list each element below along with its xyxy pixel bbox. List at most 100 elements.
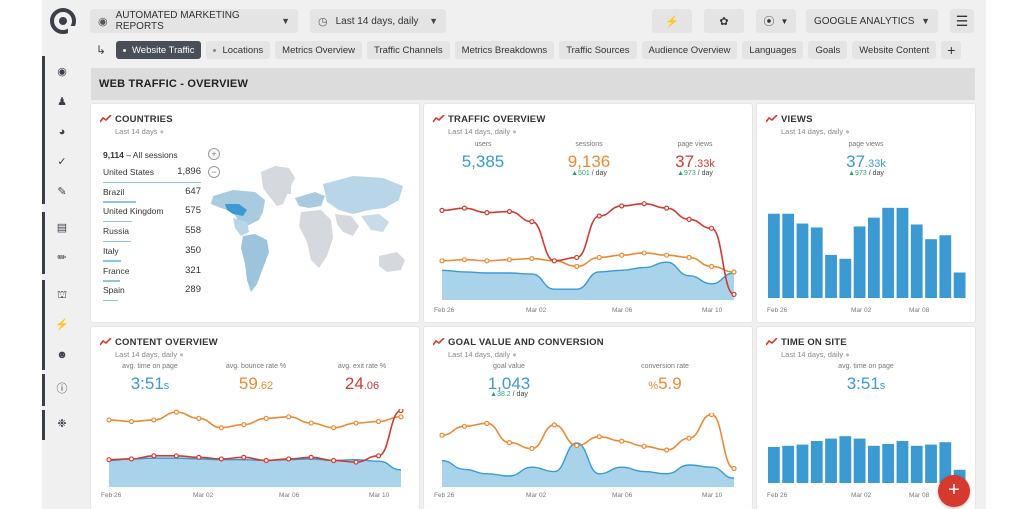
users-icon[interactable]: ♟ bbox=[57, 96, 67, 108]
tab-metrics-overview[interactable]: Metrics Overview bbox=[275, 41, 362, 59]
pageviews-line-point[interactable] bbox=[641, 201, 647, 207]
pageviews-line-point[interactable] bbox=[506, 208, 512, 215]
plug-icon[interactable]: ⚡ bbox=[55, 319, 69, 331]
exit-rate-line-point[interactable] bbox=[196, 454, 202, 460]
tab-goals[interactable]: Goals bbox=[808, 41, 848, 59]
time-bar[interactable] bbox=[810, 441, 823, 483]
zoom-out-button[interactable]: − bbox=[208, 166, 220, 178]
conversion-rate-line-point[interactable] bbox=[641, 443, 647, 449]
time-bar[interactable] bbox=[768, 447, 780, 483]
sessions-line-point[interactable] bbox=[529, 255, 535, 262]
exit-rate-line-point[interactable] bbox=[151, 453, 157, 459]
exit-rate-line-point[interactable] bbox=[241, 454, 247, 460]
country-row[interactable]: France 321 bbox=[103, 263, 201, 282]
time-bar[interactable] bbox=[796, 444, 809, 483]
conversion-rate-line-point[interactable] bbox=[574, 442, 580, 449]
pageviews-line-point[interactable] bbox=[529, 218, 535, 225]
time-bar-chart[interactable] bbox=[767, 423, 967, 483]
menu-button[interactable]: ☰ bbox=[950, 9, 974, 33]
bounce-rate-line-point[interactable] bbox=[151, 417, 157, 423]
bounce-rate-line-point[interactable] bbox=[331, 425, 337, 431]
country-row[interactable]: Italy 350 bbox=[103, 243, 201, 262]
pageviews-line-point[interactable] bbox=[574, 254, 580, 261]
pageviews-line-point[interactable] bbox=[686, 216, 692, 222]
sessions-line-point[interactable] bbox=[686, 254, 692, 261]
time-bar[interactable] bbox=[839, 436, 852, 483]
country-row[interactable]: Spain 289 bbox=[103, 282, 201, 302]
views-bar[interactable] bbox=[882, 207, 895, 298]
brush-icon[interactable]: ✎ bbox=[57, 186, 67, 198]
plug-button[interactable]: ⚡ bbox=[652, 9, 692, 33]
conversion-rate-line-point[interactable] bbox=[506, 440, 512, 446]
bank-icon[interactable]: ⛫ bbox=[56, 289, 68, 301]
bounce-rate-line-point[interactable] bbox=[353, 420, 359, 426]
time-bar[interactable] bbox=[939, 442, 952, 483]
sessions-line-point[interactable] bbox=[664, 252, 670, 258]
conversion-rate-line-point[interactable] bbox=[484, 420, 490, 426]
tab-website-traffic[interactable]: Website Traffic bbox=[116, 41, 202, 59]
bounce-rate-line-point[interactable] bbox=[128, 418, 135, 425]
report-select[interactable]: ◉ AUTOMATED MARKETING REPORTS ▼ bbox=[90, 9, 298, 33]
time-bar[interactable] bbox=[782, 445, 795, 483]
chart-pie-icon[interactable]: ◕ bbox=[58, 126, 66, 138]
views-bar[interactable] bbox=[853, 226, 866, 298]
conversion-rate-line-point[interactable] bbox=[664, 447, 670, 453]
pageviews-line-point[interactable] bbox=[619, 203, 625, 209]
trend-icon[interactable]: ✓ bbox=[57, 156, 67, 168]
logo-icon[interactable] bbox=[50, 8, 76, 34]
views-bar[interactable] bbox=[839, 258, 852, 298]
sessions-line-point[interactable] bbox=[641, 250, 647, 256]
exit-rate-line-point[interactable] bbox=[331, 457, 337, 464]
pageviews-line-point[interactable] bbox=[596, 213, 602, 219]
pageviews-line-point[interactable] bbox=[439, 207, 445, 213]
bounce-rate-line-point[interactable] bbox=[173, 409, 179, 415]
bounce-rate-line-point[interactable] bbox=[286, 414, 292, 420]
exit-rate-line-point[interactable] bbox=[128, 456, 135, 462]
time-bar[interactable] bbox=[825, 438, 837, 483]
views-bar[interactable] bbox=[910, 224, 923, 299]
content-line-chart[interactable] bbox=[105, 409, 405, 487]
date-range-select[interactable]: ◷ Last 14 days, daily ▼ bbox=[310, 9, 446, 33]
conversion-rate-line-point[interactable] bbox=[619, 438, 625, 444]
globe-icon[interactable]: ◉ bbox=[57, 66, 67, 78]
time-bar[interactable] bbox=[910, 445, 923, 483]
conversion-rate-line-point[interactable] bbox=[596, 434, 602, 440]
views-bar[interactable] bbox=[825, 254, 837, 298]
user-icon[interactable]: ☻ bbox=[56, 349, 68, 361]
views-bar[interactable] bbox=[939, 235, 952, 298]
sessions-line-point[interactable] bbox=[484, 258, 490, 264]
bounce-rate-line-point[interactable] bbox=[308, 420, 314, 426]
tab-audience-overview[interactable]: Audience Overview bbox=[641, 41, 738, 59]
country-row[interactable]: United States 1,896 bbox=[103, 164, 201, 183]
pageviews-line-point[interactable] bbox=[708, 225, 715, 231]
pageviews-line-point[interactable] bbox=[484, 210, 490, 216]
exit-rate-line-point[interactable] bbox=[106, 457, 112, 463]
tab-languages[interactable]: Languages bbox=[742, 41, 804, 59]
zoom-in-button[interactable]: + bbox=[208, 148, 220, 160]
exit-rate-line-point[interactable] bbox=[375, 453, 382, 459]
views-bar[interactable] bbox=[796, 223, 809, 298]
country-row[interactable]: Russia 558 bbox=[103, 223, 201, 243]
bounce-rate-line-point[interactable] bbox=[398, 414, 404, 420]
conversion-rate-line-point[interactable] bbox=[529, 445, 535, 452]
conversion-rate-line-point[interactable] bbox=[439, 432, 445, 438]
world-map[interactable] bbox=[203, 160, 413, 300]
time-bar[interactable] bbox=[925, 444, 937, 483]
time-bar[interactable] bbox=[882, 444, 895, 483]
sessions-line-point[interactable] bbox=[731, 269, 737, 275]
edit-icon[interactable]: ✏ bbox=[57, 252, 67, 264]
views-bar[interactable] bbox=[868, 217, 880, 298]
exit-rate-line-point[interactable] bbox=[286, 456, 292, 462]
pageviews-line-point[interactable] bbox=[551, 258, 557, 264]
views-bar[interactable] bbox=[768, 213, 780, 298]
exit-rate-line-point[interactable] bbox=[218, 456, 224, 462]
time-bar[interactable] bbox=[853, 438, 866, 483]
exit-rate-line-point[interactable] bbox=[263, 457, 269, 464]
tab-locations[interactable]: Locations bbox=[206, 41, 271, 59]
exit-rate-line-point[interactable] bbox=[398, 409, 404, 414]
share-button[interactable]: ⦿ ▼ bbox=[756, 9, 796, 33]
bounce-rate-line-point[interactable] bbox=[218, 425, 224, 431]
clipboard-icon[interactable]: ▤ bbox=[56, 222, 68, 234]
pageviews-line-point[interactable] bbox=[664, 205, 670, 211]
exit-rate-line-point[interactable] bbox=[308, 454, 314, 460]
